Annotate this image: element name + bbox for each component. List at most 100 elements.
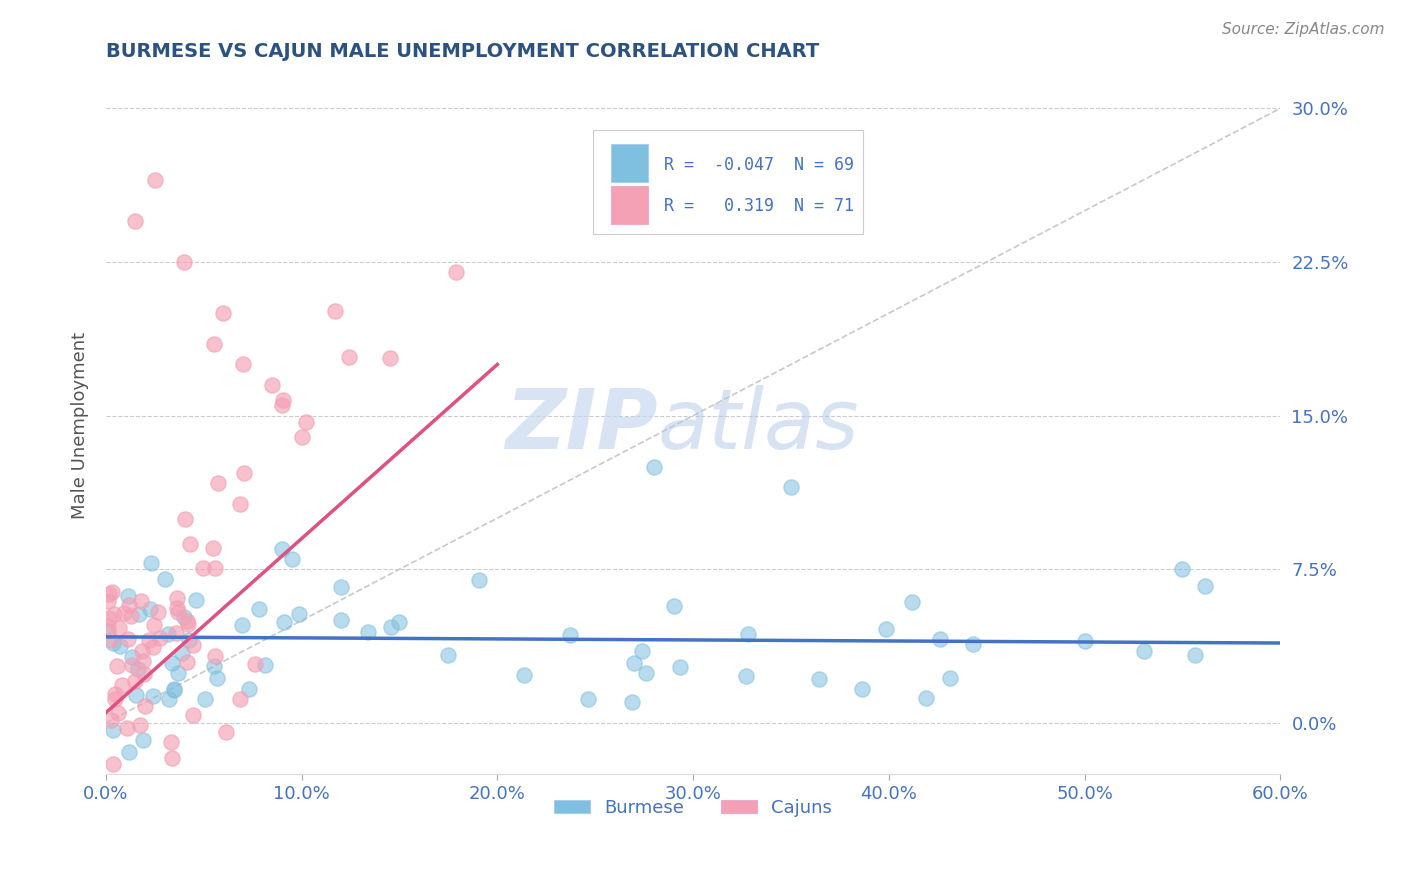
Point (129, 718, 152, 732)
Point (160, 735, 183, 749)
Point (939, 671, 962, 685)
Point (851, 681, 873, 696)
Point (163, 682, 186, 697)
Point (118, 598, 141, 612)
Point (254, 658, 277, 673)
Point (103, 756, 125, 771)
Point (129, 594, 152, 608)
Point (176, 614, 198, 628)
Point (281, 552, 304, 566)
Point (295, 415, 318, 429)
Point (323, 304, 346, 318)
Point (357, 624, 380, 639)
Point (156, 627, 179, 641)
Point (232, 467, 254, 481)
Point (174, 512, 197, 526)
Point (621, 695, 644, 709)
Point (167, 605, 190, 619)
Point (238, 682, 260, 697)
Point (132, 654, 155, 668)
Point (173, 255, 195, 269)
Point (962, 636, 984, 650)
Point (212, 306, 235, 320)
Point (170, 646, 193, 660)
Point (273, 615, 295, 629)
Point (143, 173, 166, 187)
Point (103, 636, 125, 650)
Point (131, 644, 153, 658)
Point (1184, 648, 1206, 662)
Point (194, 692, 217, 706)
Point (112, 606, 135, 620)
Y-axis label: Male Unemployment: Male Unemployment (72, 333, 89, 519)
Point (124, 214, 146, 228)
Point (201, 541, 224, 555)
Point (631, 643, 654, 657)
Point (737, 627, 759, 641)
Point (205, 672, 228, 686)
Point (117, 589, 139, 603)
Point (183, 708, 205, 723)
Point (132, 666, 155, 681)
Point (928, 632, 950, 646)
Point (636, 666, 658, 681)
Point (271, 398, 294, 412)
Point (97, 594, 120, 608)
Point (807, 672, 830, 686)
Point (288, 607, 311, 621)
Point (446, 265, 468, 279)
Point (118, 745, 141, 759)
Point (1194, 579, 1216, 593)
FancyBboxPatch shape (612, 186, 648, 224)
Point (97, 624, 120, 638)
Point (160, 656, 183, 670)
Point (97, 587, 120, 601)
Point (105, 659, 128, 673)
Point (228, 497, 250, 511)
Point (143, 617, 166, 632)
Point (735, 669, 758, 683)
Point (121, 658, 143, 673)
Point (121, 649, 143, 664)
Point (103, 607, 125, 621)
Point (623, 656, 645, 670)
Point (148, 605, 170, 619)
Text: R =   0.319  N = 71: R = 0.319 N = 71 (664, 197, 853, 216)
Point (330, 613, 353, 627)
Point (643, 459, 665, 474)
Point (132, 732, 155, 747)
Point (142, 640, 165, 655)
Point (98, 611, 121, 625)
Text: BURMESE VS CAJUN MALE UNEMPLOYMENT CORRELATION CHART: BURMESE VS CAJUN MALE UNEMPLOYMENT CORRE… (105, 42, 820, 61)
Point (111, 677, 134, 691)
Point (207, 475, 229, 490)
Point (662, 599, 685, 613)
Point (149, 631, 172, 645)
Point (291, 430, 314, 444)
Point (104, 687, 127, 701)
Point (120, 609, 142, 624)
Point (436, 648, 458, 663)
Point (232, 358, 254, 372)
Point (108, 621, 131, 635)
Point (271, 541, 294, 556)
Point (202, 658, 225, 673)
Text: R =  -0.047  N = 69: R = -0.047 N = 69 (664, 156, 853, 174)
Point (204, 649, 226, 664)
FancyBboxPatch shape (612, 144, 648, 182)
Legend: Burmese, Cajuns: Burmese, Cajuns (547, 792, 839, 824)
Point (513, 668, 536, 682)
Point (1073, 634, 1095, 648)
Point (329, 580, 352, 594)
Point (138, 632, 160, 647)
Point (115, 721, 138, 735)
Point (139, 602, 162, 616)
Point (177, 616, 200, 631)
Point (1133, 644, 1156, 658)
Point (875, 622, 897, 636)
Point (141, 557, 163, 571)
Point (165, 625, 187, 640)
Text: atlas: atlas (658, 385, 859, 467)
Point (1171, 562, 1194, 576)
Point (125, 688, 148, 702)
